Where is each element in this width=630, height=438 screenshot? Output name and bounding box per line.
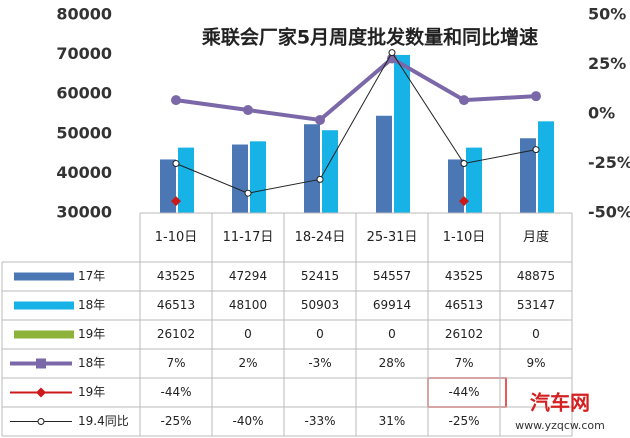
bar bbox=[232, 144, 248, 213]
bar bbox=[394, 54, 410, 214]
data-label: 48100 bbox=[229, 298, 267, 312]
data-label: 0 bbox=[532, 327, 540, 341]
legend-label: 19年 bbox=[78, 327, 105, 341]
line-marker bbox=[316, 175, 324, 183]
line bbox=[175, 51, 537, 194]
line-marker bbox=[460, 160, 468, 167]
legend-label: 19.4同比 bbox=[78, 414, 129, 428]
legend-marker bbox=[36, 387, 46, 398]
legend-label: 18年 bbox=[78, 298, 105, 312]
y-tick-label: 70000 bbox=[56, 44, 112, 63]
data-label: 69914 bbox=[373, 298, 411, 312]
bar bbox=[250, 141, 266, 213]
legend-marker bbox=[37, 418, 45, 425]
line-marker bbox=[244, 189, 252, 197]
x-tick-label: 25-31日 bbox=[367, 230, 418, 245]
y2-tick-label: -50% bbox=[588, 203, 630, 222]
data-label: 48875 bbox=[517, 269, 555, 283]
data-label: 9% bbox=[526, 356, 545, 370]
data-label: -33% bbox=[304, 414, 335, 428]
data-label: 2% bbox=[238, 356, 257, 370]
x-tick-label: 18-24日 bbox=[295, 230, 346, 245]
data-label: 31% bbox=[379, 414, 406, 428]
watermark-brand: 汽车网 bbox=[530, 391, 590, 415]
data-label: 47294 bbox=[229, 269, 267, 283]
diamond-marker bbox=[171, 196, 181, 207]
data-label: 26102 bbox=[157, 327, 195, 341]
legend-marker bbox=[36, 358, 46, 369]
data-label: 52415 bbox=[301, 269, 339, 283]
bar bbox=[520, 138, 536, 213]
data-label: -25% bbox=[160, 414, 191, 428]
data-label: 28% bbox=[379, 356, 406, 370]
line-marker bbox=[171, 95, 181, 106]
line-marker bbox=[315, 114, 325, 125]
y-tick-label: 30000 bbox=[56, 203, 112, 222]
line bbox=[175, 56, 537, 123]
bar bbox=[304, 124, 320, 213]
line-marker bbox=[172, 160, 180, 167]
line-marker bbox=[532, 146, 540, 154]
data-label: 50903 bbox=[301, 298, 339, 312]
bar bbox=[376, 115, 392, 213]
line-marker bbox=[243, 105, 253, 116]
data-label: -44% bbox=[160, 385, 191, 399]
y2-tick-label: 25% bbox=[588, 54, 626, 73]
y-tick-label: 50000 bbox=[56, 123, 112, 142]
diamond-marker bbox=[459, 196, 469, 207]
data-label: 43525 bbox=[157, 269, 195, 283]
data-label: -3% bbox=[308, 356, 331, 370]
legend-swatch bbox=[14, 301, 74, 310]
legend-label: 17年 bbox=[78, 269, 105, 283]
legend-swatch bbox=[14, 330, 74, 339]
line-marker bbox=[388, 49, 396, 57]
y-tick-label: 80000 bbox=[56, 5, 112, 24]
x-tick-label: 11-17日 bbox=[223, 230, 274, 245]
data-label: 43525 bbox=[445, 269, 483, 283]
y-tick-label: 40000 bbox=[56, 163, 112, 182]
data-label: -44% bbox=[448, 385, 479, 399]
y-tick-label: 60000 bbox=[56, 84, 112, 103]
watermark-url: www.yzqcw.com bbox=[515, 419, 605, 432]
legend-label: 18年 bbox=[78, 356, 105, 370]
y2-tick-label: -25% bbox=[588, 153, 630, 172]
legend-label: 19年 bbox=[78, 385, 105, 399]
data-label: 0 bbox=[388, 327, 396, 341]
bar bbox=[448, 159, 464, 213]
line-marker bbox=[459, 95, 469, 106]
data-label: 46513 bbox=[157, 298, 195, 312]
y2-tick-label: 50% bbox=[588, 5, 626, 24]
y2-tick-label: 0% bbox=[588, 104, 615, 123]
data-label: 7% bbox=[166, 356, 185, 370]
bar bbox=[538, 121, 554, 213]
x-tick-label: 月度 bbox=[523, 229, 549, 245]
bar bbox=[178, 147, 194, 213]
data-label: 26102 bbox=[445, 327, 483, 341]
line-marker bbox=[531, 91, 541, 102]
data-label: -25% bbox=[448, 414, 479, 428]
data-label: 0 bbox=[244, 327, 252, 341]
data-label: 46513 bbox=[445, 298, 483, 312]
chart-title: 乘联会厂家5月周度批发数量和同比增速 bbox=[201, 26, 538, 49]
data-label: 7% bbox=[454, 356, 473, 370]
data-label: -40% bbox=[232, 414, 263, 428]
legend-swatch bbox=[14, 272, 74, 281]
x-tick-label: 1-10日 bbox=[443, 230, 486, 245]
bar bbox=[322, 130, 338, 213]
x-tick-label: 1-10日 bbox=[155, 230, 198, 245]
data-label: 54557 bbox=[373, 269, 411, 283]
bar bbox=[160, 159, 176, 213]
data-label: 53147 bbox=[517, 298, 555, 312]
bar bbox=[466, 147, 482, 213]
watermark: 汽车网 www.yzqcw.com bbox=[515, 391, 605, 433]
data-label: 0 bbox=[316, 327, 324, 341]
